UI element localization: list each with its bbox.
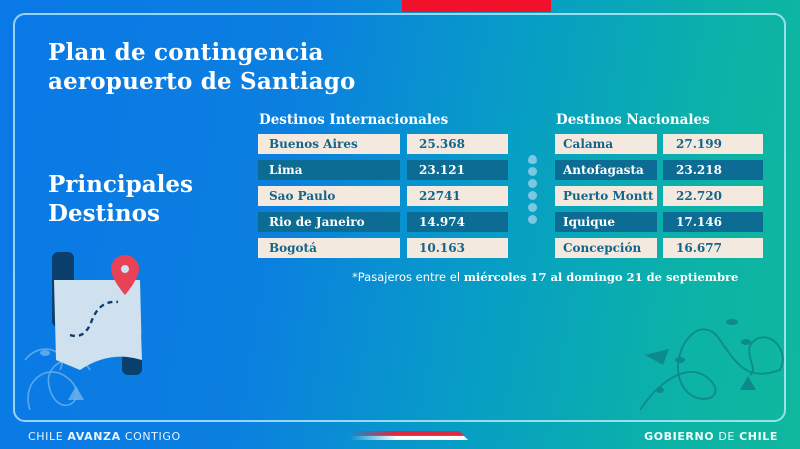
natl-city-cell: Iquique xyxy=(555,212,657,232)
footer-government: GOBIERNO DE CHILE xyxy=(644,430,778,443)
footer-slogan: CHILE AVANZA CONTIGO xyxy=(28,430,181,443)
national-heading: Destinos Nacionales xyxy=(556,112,710,128)
title-line-1: Plan de contingencia xyxy=(48,39,324,66)
divider-dots xyxy=(528,155,538,227)
intl-city-cell: Rio de Janeiro xyxy=(258,212,400,232)
international-heading: Destinos Internacionales xyxy=(259,112,449,128)
natl-value-cell: 22.720 xyxy=(663,186,763,206)
flower-vine-icon xyxy=(640,319,784,411)
chile-flag-stripe xyxy=(350,431,468,440)
section-title: Principales Destinos xyxy=(48,170,193,228)
natl-value-cell: 17.146 xyxy=(663,212,763,232)
natl-value-cell: 23.218 xyxy=(663,160,763,180)
map-scroll-icon xyxy=(24,252,142,410)
page-title: Plan de contingencia aeropuerto de Santi… xyxy=(48,38,356,96)
intl-value-cell: 23.121 xyxy=(407,160,508,180)
intl-value-cell: 10.163 xyxy=(407,238,508,258)
intl-city-cell: Bogotá xyxy=(258,238,400,258)
intl-value-cell: 14.974 xyxy=(407,212,508,232)
intl-city-cell: Buenos Aires xyxy=(258,134,400,154)
intl-value-cell: 25.368 xyxy=(407,134,508,154)
natl-city-cell: Concepción xyxy=(555,238,657,258)
section-title-line-1: Principales xyxy=(48,171,193,198)
footnote: *Pasajeros entre el miércoles 17 al domi… xyxy=(352,270,739,284)
content-frame xyxy=(13,13,786,422)
natl-city-cell: Antofagasta xyxy=(555,160,657,180)
top-flag-stripe xyxy=(402,0,551,12)
natl-city-cell: Calama xyxy=(555,134,657,154)
section-title-line-2: Destinos xyxy=(48,200,160,227)
intl-city-cell: Sao Paulo xyxy=(258,186,400,206)
intl-value-cell: 22741 xyxy=(407,186,508,206)
intl-city-cell: Lima xyxy=(258,160,400,180)
title-line-2: aeropuerto de Santiago xyxy=(48,68,356,95)
natl-city-cell: Puerto Montt xyxy=(555,186,657,206)
natl-value-cell: 16.677 xyxy=(663,238,763,258)
natl-value-cell: 27.199 xyxy=(663,134,763,154)
